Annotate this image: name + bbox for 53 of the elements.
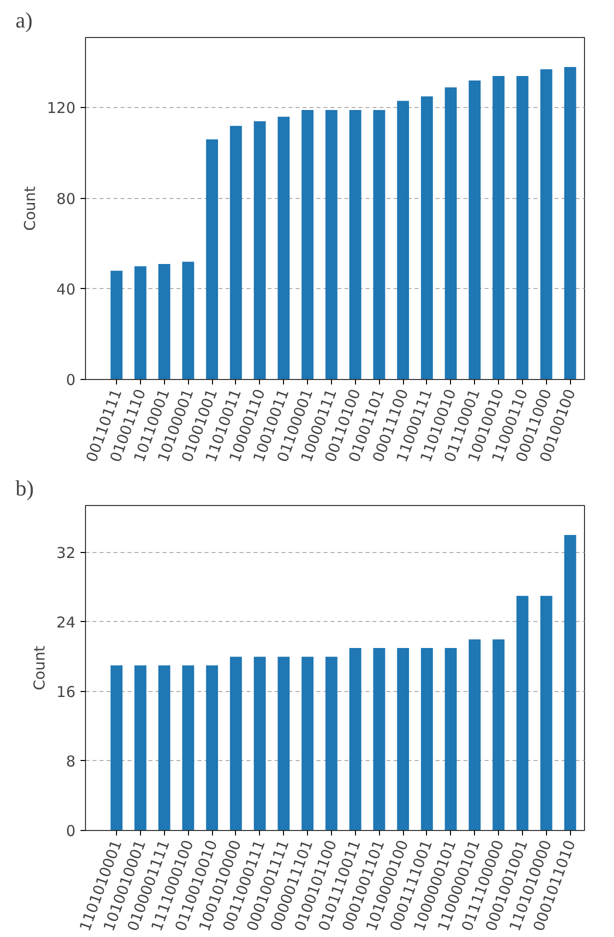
y-tick-label: 0	[66, 822, 76, 840]
bar	[373, 648, 386, 830]
bar	[349, 110, 362, 380]
bar	[540, 69, 552, 380]
bar	[349, 648, 362, 830]
bar	[444, 87, 457, 380]
y-tick-label: 24	[56, 613, 76, 632]
bar	[420, 648, 433, 830]
y-axis-title: Count	[20, 186, 39, 231]
bar	[564, 535, 576, 830]
bar	[325, 656, 338, 830]
bar	[134, 665, 146, 830]
bar	[540, 596, 552, 830]
bar	[516, 596, 528, 830]
bar	[230, 656, 242, 830]
bar	[110, 270, 123, 380]
bar	[158, 665, 170, 830]
y-tick-label: 8	[66, 752, 76, 770]
bar	[254, 656, 266, 830]
bar	[397, 648, 410, 830]
y-tick-label: 0	[66, 371, 76, 389]
bar	[397, 100, 410, 380]
bar	[110, 665, 123, 830]
bar	[468, 639, 481, 830]
bar	[158, 264, 170, 380]
bar	[325, 110, 338, 380]
chart-title: b)	[16, 476, 34, 500]
bar	[302, 110, 314, 380]
bar	[468, 80, 481, 380]
bar	[182, 665, 194, 830]
chart-title: a)	[16, 8, 33, 32]
bar	[206, 665, 218, 830]
bar	[492, 76, 505, 380]
bar	[182, 262, 194, 380]
y-tick-label: 120	[46, 99, 76, 118]
bar	[278, 116, 290, 380]
bar	[230, 126, 242, 380]
y-axis-title: Count	[30, 646, 48, 690]
bar	[444, 648, 457, 830]
bar	[564, 66, 576, 380]
bar	[254, 121, 266, 380]
bar	[302, 656, 314, 830]
y-tick-label: 16	[56, 682, 76, 701]
bar	[278, 656, 290, 830]
bar	[516, 76, 528, 380]
bar	[206, 139, 218, 380]
bar	[134, 266, 146, 380]
y-tick-label: 32	[56, 544, 76, 562]
y-tick-label: 80	[56, 190, 76, 208]
y-tick-label: 40	[56, 280, 76, 298]
bar	[373, 110, 386, 380]
bar	[492, 639, 505, 830]
bar	[420, 96, 433, 380]
